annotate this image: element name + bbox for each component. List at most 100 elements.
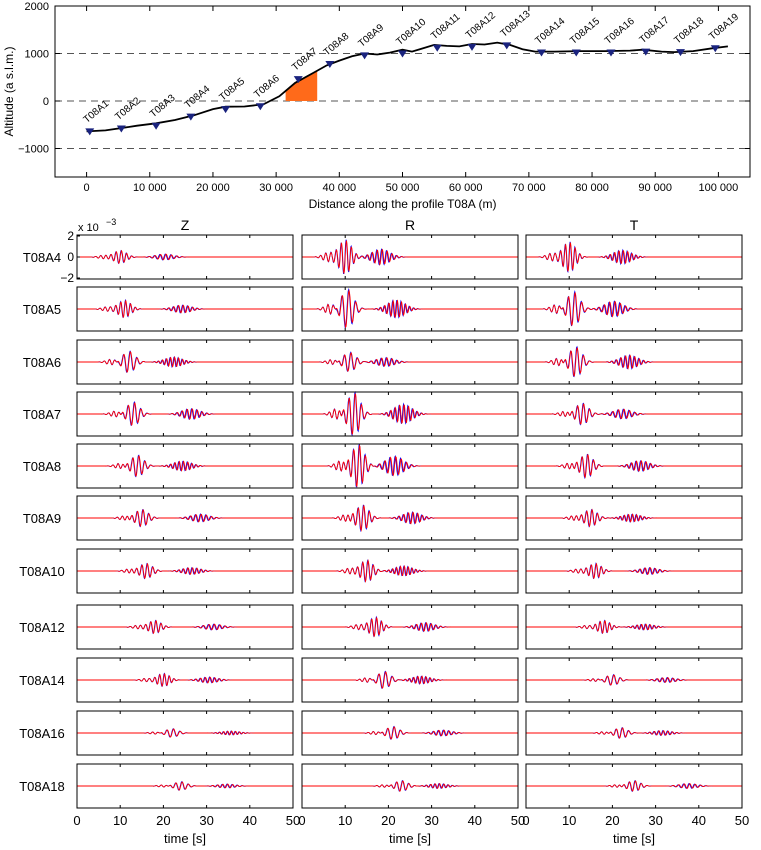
x-tick-label: 10 <box>338 813 352 828</box>
y-tick-label: 2000 <box>25 1 49 13</box>
station-marker <box>537 49 546 57</box>
x-tick-label: 80 000 <box>575 182 609 194</box>
station-label: T08A17 <box>638 15 672 46</box>
waveform-panel <box>301 657 519 703</box>
x-tick-label: 0 <box>298 813 305 828</box>
column-title-r: R <box>405 217 415 233</box>
trace-series-2 <box>526 674 742 686</box>
trace-series-2 <box>77 509 293 527</box>
x-tick-label: 50 <box>286 813 300 828</box>
trace-series-2 <box>526 562 742 580</box>
waveform-panel <box>76 710 294 756</box>
trace-series-2 <box>302 393 518 435</box>
station-marker <box>360 52 370 60</box>
station-label: T08A5 <box>217 76 247 104</box>
trace-series-2 <box>77 619 293 635</box>
x-tick-label: 20 <box>381 813 395 828</box>
x-tick-label: 30 000 <box>259 182 293 194</box>
station-marker <box>467 43 477 51</box>
station-marker <box>710 45 720 53</box>
trace-series-2 <box>302 671 518 689</box>
x-tick-label: 20 <box>156 813 170 828</box>
x-tick-label: 40 <box>468 813 482 828</box>
station-label: T08A2 <box>113 95 143 123</box>
trace-series-2 <box>77 299 293 319</box>
x-tick-label: 40 <box>692 813 706 828</box>
row-label: T08A14 <box>19 673 65 688</box>
x-tick-label: 50 <box>511 813 525 828</box>
panel-y-tick-label: −2 <box>60 271 74 285</box>
y-axis-label: Altitude (a s.l.m.) <box>2 46 16 136</box>
trace-series-2 <box>526 508 742 528</box>
waveform-panel <box>525 710 743 756</box>
x-tick-label: 0 <box>73 813 80 828</box>
station-marker <box>293 76 303 84</box>
station-marker <box>398 50 407 58</box>
station-label: T08A4 <box>183 83 213 111</box>
waveform-panel <box>76 604 294 650</box>
waveform-panel <box>301 234 519 280</box>
station-marker <box>151 122 161 130</box>
row-label: T08A9 <box>23 511 61 526</box>
trace-series-2 <box>302 726 518 740</box>
waveform-panel <box>525 763 743 809</box>
waveform-panel <box>76 443 294 489</box>
x-tick-label: 50 <box>735 813 749 828</box>
trace-series-2 <box>77 781 293 791</box>
trace-series-2 <box>302 616 518 638</box>
station-marker <box>221 106 231 114</box>
x-axis-label: time [s] <box>164 831 206 846</box>
x-axis-label: Distance along the profile T08A (m) <box>309 197 497 211</box>
waveform-panel <box>525 495 743 541</box>
row-label: T08A8 <box>23 459 61 474</box>
trace-series-2 <box>302 444 518 488</box>
trace-series-2 <box>526 780 742 792</box>
x-tick-label: 50 000 <box>386 182 420 194</box>
station-label: T08A14 <box>533 16 567 47</box>
trace-series-2 <box>526 620 742 634</box>
trace-series-2 <box>526 727 742 739</box>
trace-series-2 <box>302 240 518 274</box>
trace-series-2 <box>77 402 293 426</box>
station-marker <box>85 128 95 136</box>
station-label: T08A18 <box>672 15 706 46</box>
row-label: T08A12 <box>19 620 65 635</box>
waveform-panel <box>525 443 743 489</box>
waveform-panel <box>301 604 519 650</box>
waveform-panel <box>525 604 743 650</box>
x-tick-label: 10 <box>113 813 127 828</box>
trace-series-2 <box>302 352 518 372</box>
station-marker <box>255 103 265 111</box>
station-marker <box>676 49 685 57</box>
row-label: T08A4 <box>23 250 61 265</box>
waveform-panel <box>76 495 294 541</box>
x-tick-label: 20 000 <box>196 182 230 194</box>
waveform-panel <box>301 495 519 541</box>
trace-series-2 <box>77 562 293 580</box>
column-title-z: Z <box>181 217 190 233</box>
y-tick-label: 1000 <box>25 49 49 61</box>
profile-chart: T08A1 T08A2 T08A3 T08A4 T08A5 T08A6T08A7T08A8… <box>2 1 751 211</box>
waveform-panel <box>76 548 294 594</box>
x-tick-label: 30 <box>199 813 213 828</box>
station-label: T08A3 <box>148 92 178 120</box>
y-tick-label: −1000 <box>18 144 49 156</box>
row-label: T08A5 <box>23 302 61 317</box>
station-label: T08A7 <box>290 46 320 74</box>
waveform-panel <box>301 443 519 489</box>
waveform-panel <box>525 548 743 594</box>
y-multiplier-exponent: −3 <box>106 217 116 227</box>
waveform-panel <box>76 339 294 385</box>
panel-y-tick-label: 0 <box>67 250 74 264</box>
x-tick-label: 0 <box>522 813 529 828</box>
station-marker <box>502 42 512 50</box>
waveform-panel <box>301 548 519 594</box>
x-tick-label: 0 <box>84 182 90 194</box>
row-label: T08A18 <box>19 779 65 794</box>
waveform-panel <box>301 710 519 756</box>
waveform-panel <box>76 763 294 809</box>
waveform-panel <box>301 339 519 385</box>
trace-series-2 <box>302 289 518 329</box>
